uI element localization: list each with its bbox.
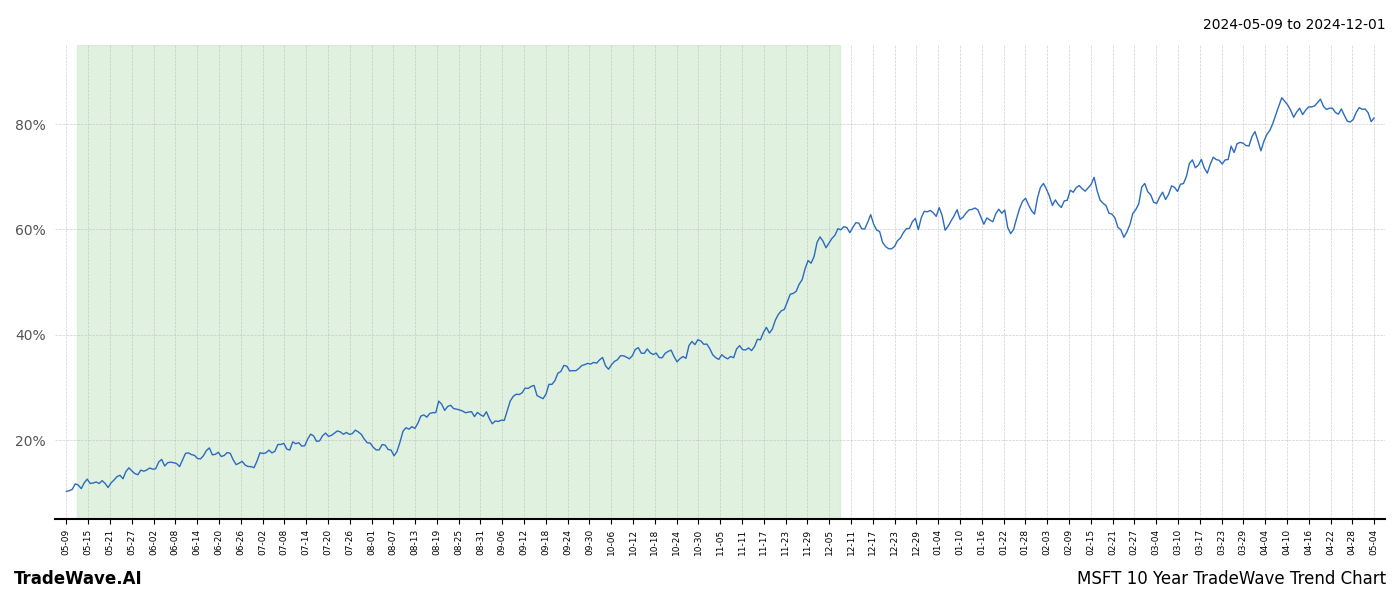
Text: 2024-05-09 to 2024-12-01: 2024-05-09 to 2024-12-01	[1204, 18, 1386, 32]
Bar	[77, 45, 840, 519]
Text: MSFT 10 Year TradeWave Trend Chart: MSFT 10 Year TradeWave Trend Chart	[1077, 570, 1386, 588]
Text: TradeWave.AI: TradeWave.AI	[14, 570, 143, 588]
